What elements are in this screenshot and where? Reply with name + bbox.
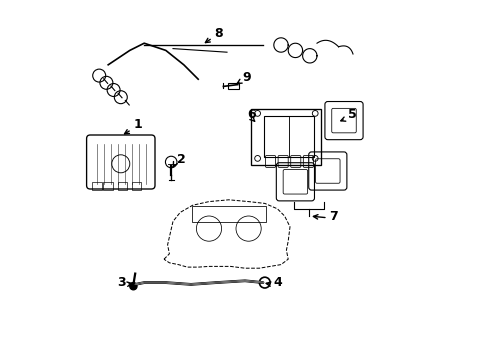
Text: 6: 6: [247, 108, 255, 121]
Text: 7: 7: [330, 210, 339, 223]
Text: 4: 4: [273, 276, 282, 289]
Text: 3: 3: [117, 276, 126, 289]
Text: 1: 1: [133, 118, 142, 131]
Text: 9: 9: [243, 71, 251, 84]
Circle shape: [130, 283, 137, 290]
Text: 8: 8: [215, 27, 223, 40]
Text: 2: 2: [176, 153, 185, 166]
Text: 5: 5: [347, 108, 356, 121]
